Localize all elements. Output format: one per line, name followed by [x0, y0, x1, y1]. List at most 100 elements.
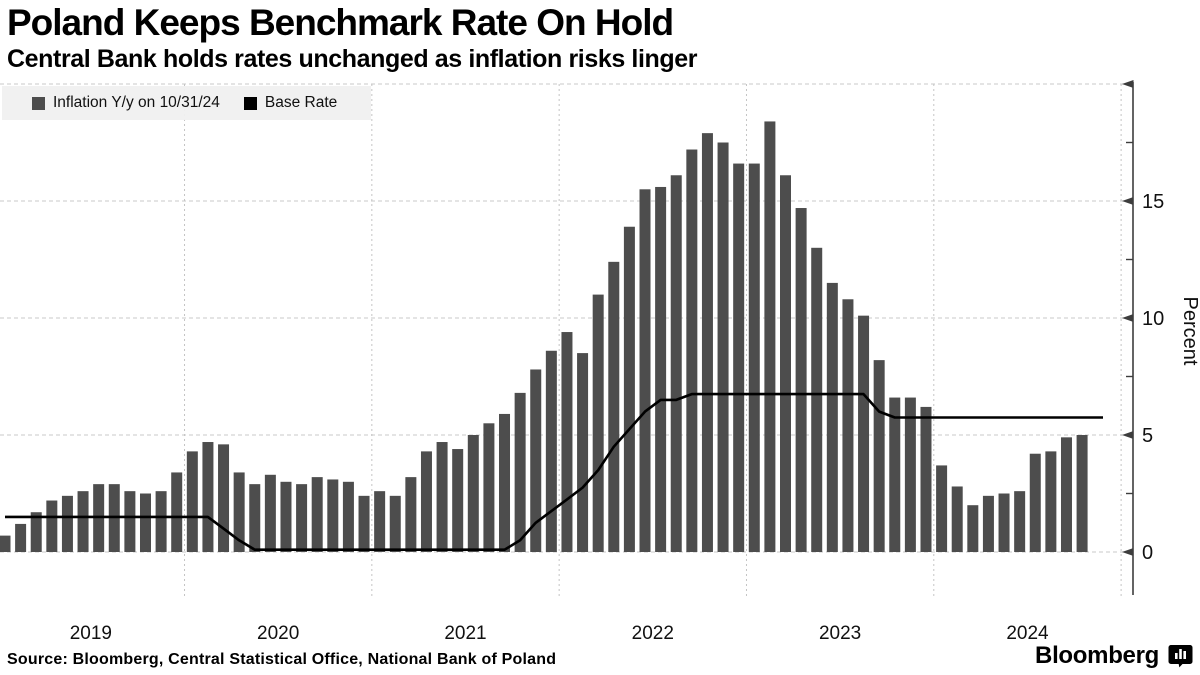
inflation-bar [623, 226, 635, 553]
inflation-bar [264, 474, 276, 552]
inflation-bar [467, 435, 479, 552]
legend-item-base-rate: Base Rate [243, 94, 338, 112]
inflation-bar [124, 491, 136, 552]
bloomberg-chart-bubble-icon [1168, 645, 1193, 668]
inflation-bar [483, 423, 495, 552]
inflation-bar [342, 481, 354, 552]
y-tick-major-arrow [1122, 431, 1134, 439]
inflation-bar [327, 479, 339, 552]
inflation-bar [748, 163, 760, 552]
inflation-bar [998, 493, 1010, 552]
inflation-bar [967, 505, 979, 552]
chart-legend: Inflation Y/y on 10/31/24 Base Rate [2, 86, 371, 120]
y-tick-major-arrow [1122, 80, 1134, 88]
y-axis-title: Percent [1179, 297, 1200, 366]
page-title: Poland Keeps Benchmark Rate On Hold [7, 2, 674, 43]
source-note: Source: Bloomberg, Central Statistical O… [7, 651, 557, 668]
inflation-bar [389, 495, 401, 552]
inflation-bar [655, 186, 667, 552]
inflation-bar [139, 493, 151, 552]
legend-label-inflation: Inflation Y/y on 10/31/24 [53, 94, 220, 111]
x-tick-label: 2019 [70, 623, 112, 644]
inflation-bar [1029, 453, 1041, 552]
inflation-bar [15, 523, 27, 552]
inflation-bar [171, 472, 183, 552]
inflation-bar [764, 121, 776, 552]
inflation-bar [780, 175, 791, 552]
inflation-bar [30, 512, 42, 552]
inflation-bar [1076, 435, 1088, 552]
inflation-bar [405, 477, 417, 552]
inflation-swatch-icon [32, 96, 45, 110]
inflation-bar [374, 491, 386, 552]
inflation-bar [0, 535, 11, 552]
x-tick-label: 2023 [819, 623, 861, 644]
inflation-bar [826, 282, 838, 552]
inflation-bar [77, 491, 89, 552]
y-tick-label: 15 [1142, 191, 1164, 213]
inflation-bar [61, 495, 73, 552]
inflation-bar [795, 208, 807, 552]
x-tick-label: 2024 [1006, 623, 1049, 644]
inflation-bar [514, 392, 526, 552]
inflation-bar [811, 247, 823, 553]
bloomberg-logo: Bloomberg [1035, 642, 1193, 670]
inflation-bar [982, 495, 994, 552]
inflation-bar [530, 369, 542, 552]
base-rate-swatch-icon [243, 96, 257, 110]
page-subtitle: Central Bank holds rates unchanged as in… [7, 45, 698, 73]
inflation-bar [561, 332, 573, 552]
y-tick-label: 0 [1142, 542, 1153, 564]
inflation-bar [842, 299, 854, 552]
inflation-bar [311, 477, 323, 552]
inflation-bar [499, 413, 511, 552]
inflation-bar [1060, 437, 1072, 552]
inflation-bar [936, 465, 948, 552]
inflation-bar [701, 133, 713, 552]
inflation-bar [452, 449, 464, 552]
inflation-bar [545, 350, 557, 552]
inflation-bar [889, 397, 901, 552]
inflation-bar [420, 451, 432, 552]
x-tick-label: 2021 [444, 623, 486, 644]
y-tick-label: 10 [1142, 308, 1164, 330]
y-tick-major-arrow [1122, 314, 1134, 322]
inflation-bar [202, 442, 214, 552]
inflation-bar [186, 451, 198, 552]
base-rate-line [5, 392, 1103, 551]
inflation-bar [296, 484, 308, 552]
inflation-bar [1045, 451, 1057, 552]
inflation-bar [873, 360, 885, 552]
inflation-bar [436, 442, 448, 552]
y-tick-major-arrow [1122, 197, 1134, 205]
inflation-bar [249, 484, 261, 552]
x-tick-label: 2022 [632, 623, 674, 644]
inflation-bar [358, 495, 370, 552]
y-tick-label: 5 [1142, 425, 1153, 447]
inflation-bar [733, 163, 745, 552]
inflation-bar [920, 406, 932, 552]
inflation-bar [46, 500, 58, 552]
inflation-bar [951, 486, 963, 552]
legend-item-inflation: Inflation Y/y on 10/31/24 [32, 94, 220, 112]
inflation-bar [280, 481, 292, 552]
inflation-bar [608, 261, 620, 552]
bloomberg-wordmark: Bloomberg [1035, 642, 1159, 669]
x-tick-label: 2020 [257, 623, 299, 644]
inflation-bar [717, 142, 729, 552]
inflation-bar [639, 189, 651, 553]
inflation-bar [218, 444, 230, 552]
inflation-bar [686, 149, 698, 552]
inflation-bar [670, 175, 682, 552]
inflation-bar [858, 315, 870, 552]
inflation-bar [1014, 491, 1026, 552]
inflation-bar [592, 294, 604, 552]
inflation-bar [155, 491, 167, 552]
legend-label-base-rate: Base Rate [264, 94, 338, 111]
inflation-bar [233, 472, 245, 552]
inflation-bar [577, 353, 589, 552]
inflation-bar [904, 397, 916, 552]
y-tick-major-arrow [1122, 548, 1134, 556]
